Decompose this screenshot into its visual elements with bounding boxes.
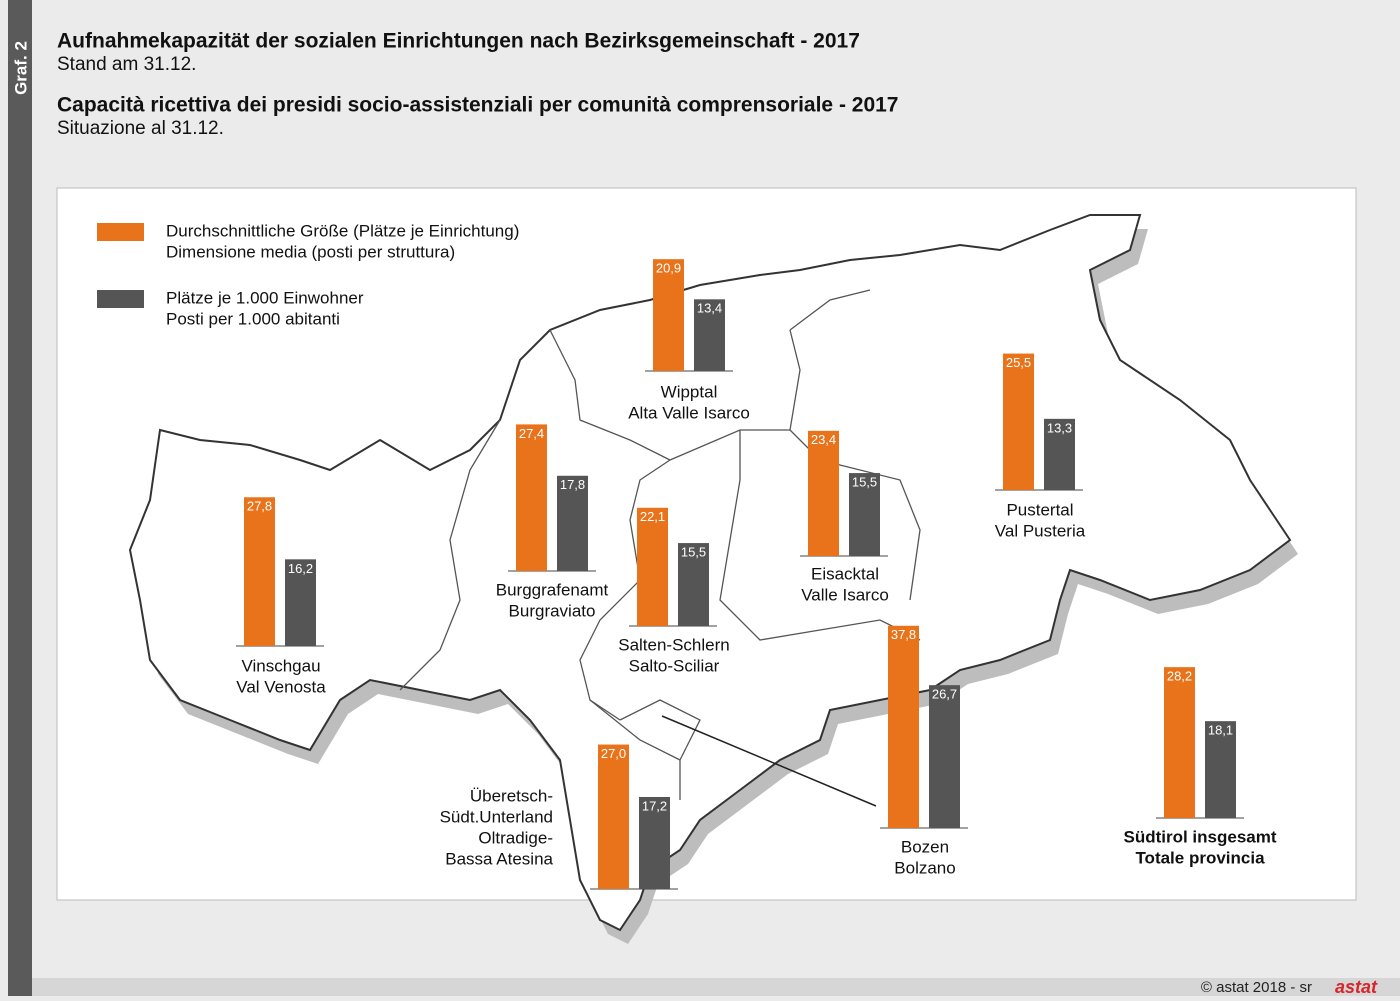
bar xyxy=(1205,721,1236,818)
value-label: 16,2 xyxy=(288,561,313,576)
value-label: 17,8 xyxy=(560,477,585,492)
bar xyxy=(678,543,709,626)
bar xyxy=(1044,418,1075,490)
legend-label: Dimensione media (posti per struttura) xyxy=(166,242,455,261)
footer-strip xyxy=(32,978,1400,996)
region-label: Totale provincia xyxy=(1135,848,1265,867)
region-label: Val Pusteria xyxy=(995,521,1086,540)
region-label: Bozen xyxy=(901,837,949,856)
leader-line xyxy=(661,715,877,807)
region-label: Bolzano xyxy=(894,858,955,877)
bar xyxy=(653,259,684,371)
legend: Durchschnittliche Größe (Plätze je Einri… xyxy=(97,221,519,328)
value-label: 13,4 xyxy=(697,301,722,316)
bar xyxy=(694,299,725,371)
value-label: 23,4 xyxy=(811,432,836,447)
bar xyxy=(888,625,919,828)
region-label: Südt.Unterland xyxy=(440,807,553,826)
bar xyxy=(598,744,629,889)
region-label: Eisacktal xyxy=(811,564,879,583)
region-label: Salto-Sciliar xyxy=(629,656,720,675)
bar xyxy=(285,559,316,646)
value-label: 27,0 xyxy=(601,746,626,761)
value-label: 26,7 xyxy=(932,687,957,702)
legend-label: Durchschnittliche Größe (Plätze je Einri… xyxy=(166,221,519,240)
value-label: 18,1 xyxy=(1208,723,1233,738)
bar xyxy=(929,685,960,828)
value-label: 37,8 xyxy=(891,627,916,642)
value-label: 28,2 xyxy=(1167,669,1192,684)
legend-swatch xyxy=(97,290,144,308)
region-label: Burgraviato xyxy=(509,601,596,620)
bar xyxy=(849,473,880,556)
title-de: Aufnahmekapazität der sozialen Einrichtu… xyxy=(57,30,860,53)
bar xyxy=(639,796,670,889)
region-label: Vinschgau xyxy=(241,656,320,675)
value-label: 27,8 xyxy=(247,499,272,514)
region-label: Val Venosta xyxy=(236,677,326,696)
region-label: Überetsch- xyxy=(470,786,553,805)
region-label: Pustertal xyxy=(1006,500,1073,519)
value-label: 20,9 xyxy=(656,261,681,276)
map-outline xyxy=(128,214,1292,932)
side-strip xyxy=(8,0,32,996)
region-label: Bassa Atesina xyxy=(445,849,553,868)
side-label: Graf. 2 xyxy=(11,41,30,95)
bar xyxy=(637,507,668,626)
logo: astat xyxy=(1335,977,1378,996)
title-it: Capacità ricettiva dei presidi socio-ass… xyxy=(57,94,899,117)
region-label: Wipptal xyxy=(661,382,718,401)
region-label: Burggrafenamt xyxy=(496,580,609,599)
region-label: Alta Valle Isarco xyxy=(628,403,750,422)
subtitle-it: Situazione al 31.12. xyxy=(57,118,224,139)
legend-label: Posti per 1.000 abitanti xyxy=(166,309,340,328)
bar xyxy=(557,475,588,571)
legend-label: Plätze je 1.000 Einwohner xyxy=(166,288,364,307)
value-label: 27,4 xyxy=(519,426,544,441)
value-label: 22,1 xyxy=(640,509,665,524)
bar xyxy=(244,497,275,646)
legend-swatch xyxy=(97,223,144,241)
bar xyxy=(1164,667,1195,818)
footer: © astat 2018 - sr xyxy=(1201,979,1312,996)
region-label: Oltradige- xyxy=(478,828,553,847)
value-label: 25,5 xyxy=(1006,355,1031,370)
value-label: 17,2 xyxy=(642,798,667,813)
bar xyxy=(516,424,547,571)
region-label: Südtirol insgesamt xyxy=(1123,827,1276,846)
value-label: 13,3 xyxy=(1047,420,1072,435)
bar xyxy=(808,430,839,556)
district-borders xyxy=(399,289,921,800)
subtitle-de: Stand am 31.12. xyxy=(57,54,196,75)
bar xyxy=(1003,353,1034,490)
region-label: Valle Isarco xyxy=(801,585,889,604)
value-label: 15,5 xyxy=(852,475,877,490)
region-label: Salten-Schlern xyxy=(618,635,730,654)
value-label: 15,5 xyxy=(681,545,706,560)
